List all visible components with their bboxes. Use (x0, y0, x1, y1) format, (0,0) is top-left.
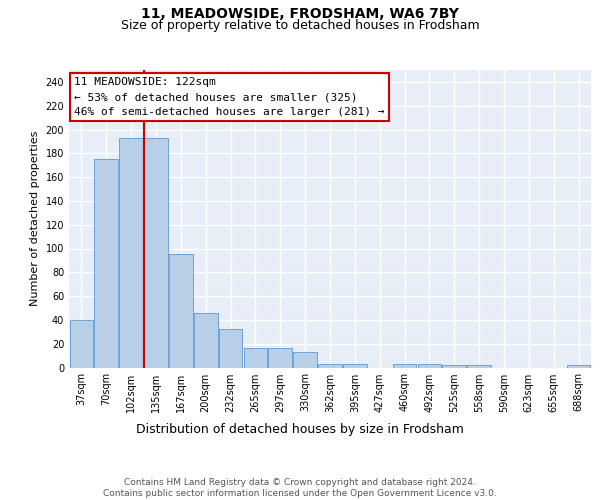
Bar (119, 138, 143, 368)
Bar (70, 320, 93, 368)
Bar (467, 365, 491, 368)
Text: 11, MEADOWSIDE, FRODSHAM, WA6 7BY: 11, MEADOWSIDE, FRODSHAM, WA6 7BY (141, 8, 459, 22)
Text: Distribution of detached houses by size in Frodsham: Distribution of detached houses by size … (136, 422, 464, 436)
Bar (343, 364, 367, 368)
Bar (567, 365, 590, 368)
Bar (442, 365, 466, 368)
Bar (268, 348, 292, 368)
Bar (169, 254, 193, 368)
Bar (293, 352, 317, 368)
Text: 11 MEADOWSIDE: 122sqm
← 53% of detached houses are smaller (325)
46% of semi-det: 11 MEADOWSIDE: 122sqm ← 53% of detached … (74, 78, 385, 117)
Text: Contains HM Land Registry data © Crown copyright and database right 2024.
Contai: Contains HM Land Registry data © Crown c… (103, 478, 497, 498)
Bar (393, 364, 416, 368)
Bar (318, 364, 342, 368)
Bar (94, 159, 118, 368)
Bar (194, 313, 218, 368)
Y-axis label: Number of detached properties: Number of detached properties (30, 131, 40, 306)
Bar (418, 364, 441, 368)
Bar (244, 348, 267, 368)
Bar (144, 138, 168, 368)
Text: Size of property relative to detached houses in Frodsham: Size of property relative to detached ho… (121, 19, 479, 32)
Bar (219, 330, 242, 368)
